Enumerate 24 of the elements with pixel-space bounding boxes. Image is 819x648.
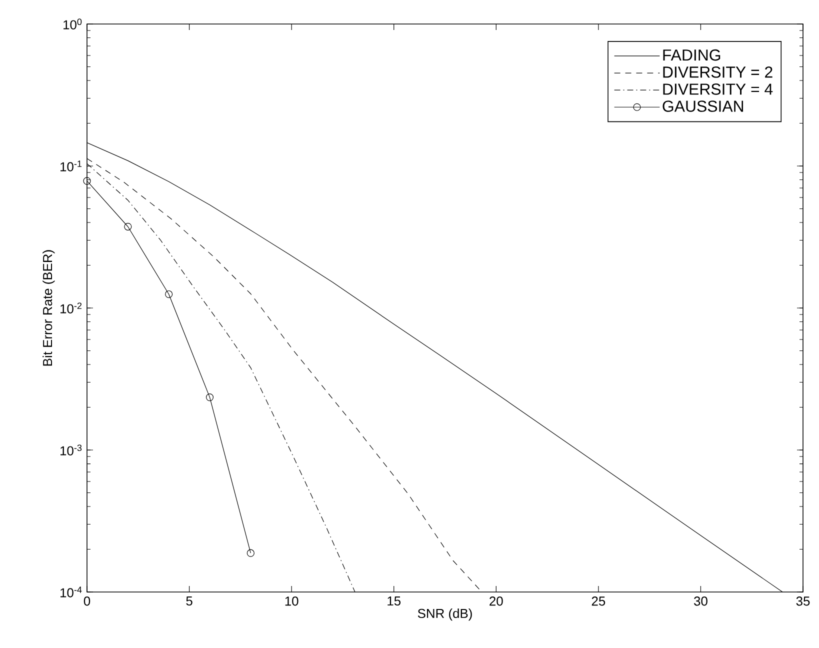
x-tick-label: 15 (388, 596, 401, 606)
legend-label: DIVERSITY = 4 (663, 84, 773, 95)
point (124, 222, 132, 230)
x-tick-label: 25 (592, 596, 606, 606)
legend-label: FADING (663, 49, 720, 61)
y-tick-label: 10$^{-4}$ (60, 586, 82, 598)
y-axis-title: Bit Error Rate (BER) (42, 250, 55, 366)
x-tick-label: 35 (796, 596, 810, 606)
y-tick-label: 10$^{0}$ (64, 18, 82, 30)
legend-label: DIVERSITY = 2 (663, 66, 772, 78)
x-tick-label: 0 (84, 596, 90, 606)
x-tick-label: 10 (285, 596, 298, 606)
x-tick-label: 20 (490, 596, 503, 606)
point (165, 290, 173, 298)
y-tick-label: 10$^{-3}$ (60, 444, 82, 456)
x-tick-label: 5 (186, 596, 192, 606)
y-tick-label: 10$^{-1}$ (60, 160, 82, 172)
point (206, 394, 214, 402)
point (83, 177, 91, 185)
y-tick-label: 10$^{-2}$ (60, 302, 82, 314)
x-tick-label: 30 (694, 596, 708, 606)
x-axis-title: SNR (dB) (418, 608, 472, 621)
legend-label: GAUSSIAN (662, 100, 744, 112)
point (246, 549, 254, 557)
